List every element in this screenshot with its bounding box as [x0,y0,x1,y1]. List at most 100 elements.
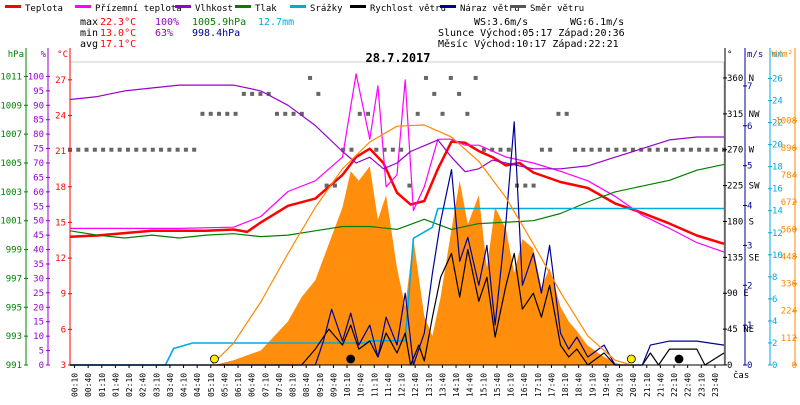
axis-tick-label-percent: 90 [33,101,44,111]
axis-tick-label-rain_mm: 2 [772,339,777,349]
axis-tick-label-celsius: 6 [61,325,66,335]
x-tick-label: 22:40 [684,373,693,397]
wind-direction-point [655,147,660,152]
axis-tick-label-percent: 95 [33,87,44,97]
x-tick-label: 23:10 [697,373,706,397]
x-tick-label: 18:40 [575,373,584,397]
axis-tick-label-celsius: 15 [55,218,66,228]
stat-min-temp: 13.0°C [100,28,136,39]
axis-unit-percent: % [41,50,47,60]
wind-direction-point [705,147,710,152]
wind-direction-point [109,147,114,152]
legend-label: Směr větru [530,4,584,14]
axis-tick-label-percent: 30 [33,274,44,284]
stat-min-press: 998.4hPa [192,28,240,39]
legend-label: Vlhkost [195,4,233,14]
x-tick-label: 12:40 [411,373,420,397]
wind-direction-point [142,147,147,152]
x-tick-label: 01:10 [98,373,107,397]
axis-tick-label-hpa: 1001 [0,217,22,227]
legend-swatch [235,5,251,8]
axis-tick-label-solar: 448 [781,252,797,262]
wind-direction-point [672,147,677,152]
stat-max-label: max [80,17,98,28]
wind-direction-point [622,147,627,152]
wind-direction-point [134,147,139,152]
x-tick-label: 08:40 [302,373,311,397]
axis-tick-label-rain_mm: 10 [772,251,783,261]
x-tick-label: 16:10 [507,373,516,397]
sunrise-marker [210,354,219,364]
axis-tick-label-percent: 50 [33,217,44,227]
axis-tick-label-percent: 0 [39,361,44,371]
stat-avg-temp: 17.1°C [100,39,136,50]
axis-tick-label-solar: 0 [792,361,797,371]
axis-tick-label-wind_dir: 225 SW [727,182,760,192]
wind-direction-point [84,147,89,152]
wind-direction-point [581,147,586,152]
wind-direction-point [167,147,172,152]
stat-max-temp: 22.3°C [100,17,136,28]
stat-min-label: min [80,28,98,39]
stat-rain-total: 12.7mm [258,17,294,28]
axis-tick-label-rain_mm: 0 [772,361,777,371]
legend-swatch [75,5,91,8]
wind-direction-point [440,111,445,116]
stats-block: max 22.3°C 100% 1005.9hPa 12.7mm min 13.… [80,17,625,50]
x-tick-label: 03:10 [152,373,161,397]
x-tick-label: 07:10 [261,373,270,397]
x-tick-label: 13:10 [425,373,434,397]
wind-direction-point [366,111,371,116]
x-tick-label: 20:40 [629,373,638,397]
wind-direction-point [357,111,362,116]
wind-direction-point [597,147,602,152]
x-tick-label: 18:10 [561,373,570,397]
wind-direction-point [316,91,321,96]
wind-direction-point [465,111,470,116]
axis-tick-label-solar: 336 [781,280,797,290]
x-tick-label: 06:10 [234,373,243,397]
x-tick-label: 17:10 [534,373,543,397]
legend-label: Tlak [255,4,277,14]
x-tick-label: 19:10 [588,373,597,397]
legend-swatch [5,5,21,8]
wind-direction-point [688,147,693,152]
axis-tick-label-solar: 784 [781,171,797,181]
axis-tick-label-hpa: 997 [6,274,22,284]
x-tick-label: 06:40 [248,373,257,397]
stat-moon: Měsíc Východ:10:17 Západ:22:21 [438,38,619,50]
axis-tick-label-percent: 5 [39,347,44,357]
wind-direction-point [125,147,130,152]
x-tick-label: 02:10 [125,373,134,397]
wind-direction-point [291,111,296,116]
axis-unit-wind_dir: ° [727,50,732,60]
wind-direction-point [374,147,379,152]
wind-direction-point [614,147,619,152]
axis-tick-label-celsius: 24 [55,111,66,121]
axis-tick-label-percent: 25 [33,289,44,299]
x-tick-label: 15:10 [479,373,488,397]
wind-direction-point [258,91,263,96]
axis-tick-label-rain_mm: 24 [772,97,783,107]
axis-tick-label-celsius: 27 [55,76,66,86]
wind-direction-point [225,111,230,116]
axis-tick-label-celsius: 18 [55,183,66,193]
axis-tick-label-percent: 70 [33,159,44,169]
wind-direction-point [150,147,155,152]
legend-label: Teplota [25,4,63,14]
wind-direction-point [589,147,594,152]
axis-tick-label-rain_mm: 12 [772,229,783,239]
legend-label: Přízemní teplota [95,4,182,14]
stat-avg-label: avg [80,39,98,50]
axis-tick-label-celsius: 12 [55,254,66,264]
wind-direction-point [481,147,486,152]
axis-tick-label-wind_dir: 180 S [727,217,754,227]
chart-title: 28.7.2017 [365,51,430,65]
wind-direction-point [299,111,304,116]
axis-tick-label-solar: 224 [781,307,797,317]
x-tick-label: 14:10 [452,373,461,397]
wind-direction-point [407,183,412,188]
axis-tick-label-wind_speed: 4 [747,202,752,212]
wind-direction-point [175,147,180,152]
axis-tick-label-hpa: 1007 [0,130,22,140]
